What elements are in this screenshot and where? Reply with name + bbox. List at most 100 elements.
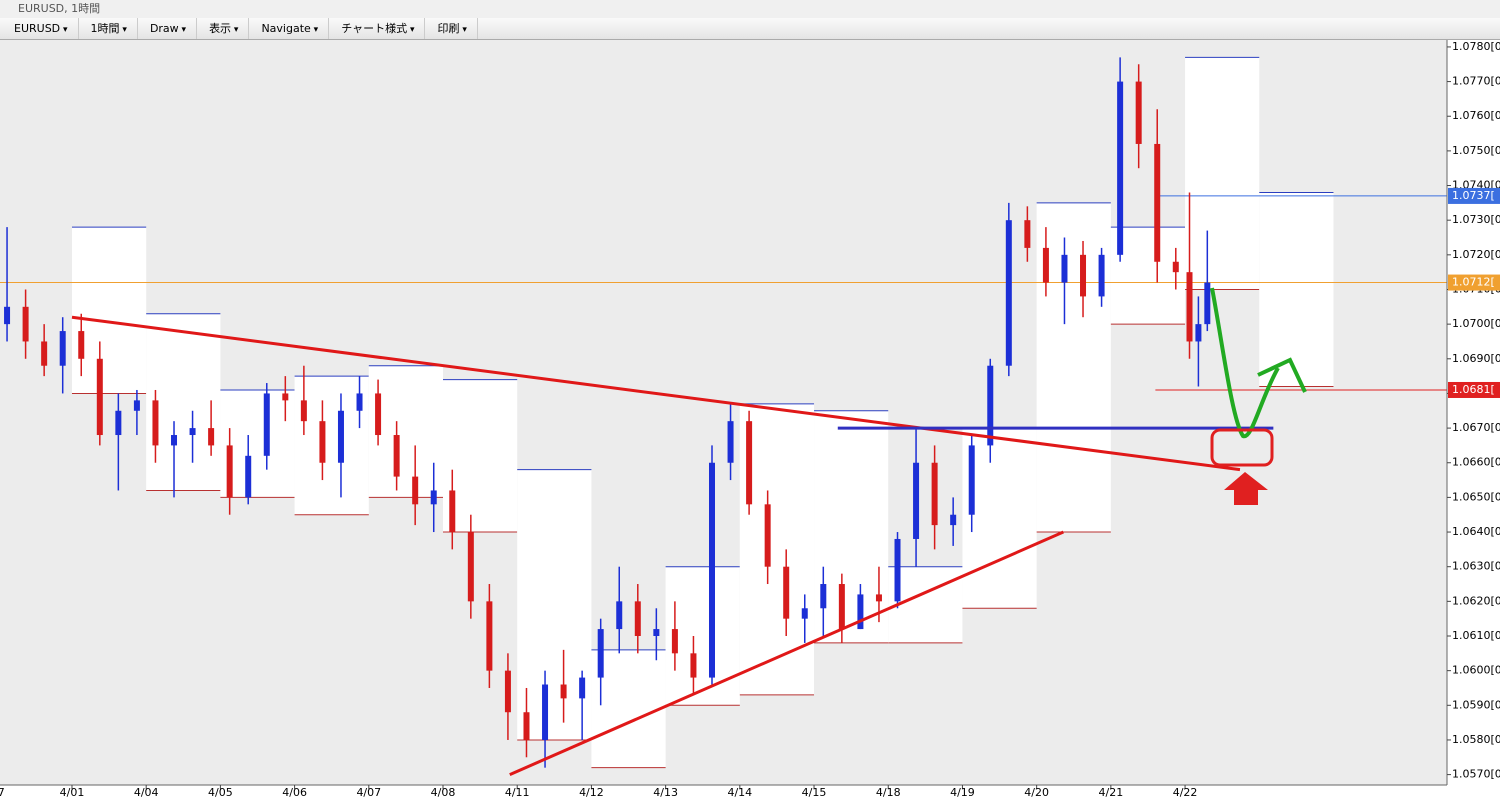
candle-body (430, 490, 437, 505)
price-axis-bg (1447, 40, 1500, 800)
candle-body (1098, 254, 1105, 297)
toolbar-button[interactable]: Draw (144, 18, 198, 39)
toolbar-button[interactable]: EURUSD (8, 18, 79, 39)
candle-body (1172, 261, 1179, 273)
candle-body (1195, 324, 1202, 342)
candle-body (282, 393, 289, 401)
price-badge (1448, 274, 1500, 291)
candle-body (708, 462, 715, 678)
candle-body (1061, 254, 1068, 283)
x-tick-label: 4/19 (950, 786, 975, 799)
candle-body (542, 684, 549, 740)
candle-body (171, 435, 178, 446)
candle-body (467, 532, 474, 602)
candle-body (950, 514, 957, 526)
y-tick-label: 1.0610[0 (1452, 629, 1500, 642)
x-tick-label: 4/11 (505, 786, 530, 799)
candle-body (690, 653, 697, 678)
x-tick-label: 4/14 (727, 786, 752, 799)
trendline (71, 315, 1241, 472)
green-arrow-head (1257, 357, 1307, 393)
candle-body (875, 594, 882, 602)
candle-body (597, 629, 604, 678)
range-fill (146, 313, 221, 491)
toolbar-button[interactable]: チャート様式 (335, 18, 426, 39)
y-tick-label: 1.0770[0 (1452, 75, 1500, 88)
x-tick-label: 4/15 (802, 786, 827, 799)
x-tick-label: 4/22 (1173, 786, 1198, 799)
range-fill (220, 389, 295, 498)
range-fill (1259, 192, 1334, 387)
y-tick-label: 1.0780[0 (1452, 40, 1500, 53)
candle-body (820, 584, 827, 609)
y-tick-label: 1.0570[0 (1452, 768, 1500, 781)
candle-body (579, 677, 586, 699)
x-tick-label: 4/18 (876, 786, 901, 799)
candle-body (801, 608, 808, 619)
y-tick-label: 1.0760[0 (1452, 109, 1500, 122)
red-up-arrow (1224, 472, 1268, 505)
candle-body (968, 445, 975, 515)
x-tick-label: 4/07 (356, 786, 381, 799)
candle-body (59, 331, 66, 366)
title-bar: EURUSD, 1時間 (0, 0, 1500, 18)
candle-body (133, 400, 140, 411)
y-tick-label: 1.0720[0 (1452, 248, 1500, 261)
candle-body (1005, 220, 1012, 366)
toolbar: EURUSD 1時間 Draw表示Navigateチャート様式印刷 (0, 18, 1500, 40)
price-badge-label: 1.0737[ (1452, 189, 1495, 202)
candle-body (412, 476, 419, 505)
toolbar-button[interactable]: 印刷 (431, 18, 478, 39)
y-tick-label: 1.0650[0 (1452, 490, 1500, 503)
candle-body (22, 306, 29, 342)
candle-body (226, 445, 233, 498)
y-tick-label: 1.0630[0 (1452, 560, 1500, 573)
range-fill (962, 428, 1037, 609)
range-fill (517, 469, 592, 740)
toolbar-button[interactable]: 表示 (203, 18, 250, 39)
x-tick-label: 4/13 (653, 786, 678, 799)
y-tick-label: 1.0750[0 (1452, 144, 1500, 157)
candle-body (245, 455, 252, 498)
candle-body (987, 365, 994, 446)
y-tick-label: 1.0600[0 (1452, 664, 1500, 677)
candle-body (189, 428, 196, 436)
candle-body (208, 428, 215, 446)
range-fill (71, 227, 147, 394)
candle-body (263, 393, 270, 456)
candle-body (913, 462, 920, 539)
candle-body (486, 601, 493, 671)
candle-body (115, 410, 122, 436)
candle-body (1154, 143, 1161, 262)
candle-body (1117, 81, 1124, 255)
candle-body (1204, 282, 1211, 325)
toolbar-button[interactable]: Navigate (255, 18, 330, 39)
x-tick-label: 4/12 (579, 786, 604, 799)
candle-body (523, 712, 530, 740)
y-tick-label: 1.0640[0 (1452, 525, 1500, 538)
y-tick-label: 1.0580[0 (1452, 733, 1500, 746)
green-forecast-curve (1210, 287, 1280, 439)
y-tick-label: 1.0590[0 (1452, 698, 1500, 711)
candle-body (1135, 81, 1142, 144)
trendline (509, 530, 1064, 776)
x-tick-label: 4/05 (208, 786, 233, 799)
y-tick-label: 1.0670[0 (1452, 421, 1500, 434)
candle-body (1042, 247, 1049, 283)
range-fill (814, 410, 889, 643)
candle-body (4, 306, 11, 325)
toolbar-button[interactable]: 1時間 (85, 18, 138, 39)
candle-body (560, 684, 567, 699)
candle-body (616, 601, 623, 630)
window-title: EURUSD, 1時間 (18, 2, 101, 15)
red-highlight-box (1210, 428, 1274, 467)
y-tick-label: 1.0620[0 (1452, 594, 1500, 607)
range-fill (665, 566, 740, 706)
x-tick-label: 4/20 (1024, 786, 1049, 799)
candle-body (838, 584, 845, 630)
y-tick-label: 1.0700[0 (1452, 317, 1500, 330)
candle-body (393, 435, 400, 477)
range-fill (1110, 227, 1186, 325)
